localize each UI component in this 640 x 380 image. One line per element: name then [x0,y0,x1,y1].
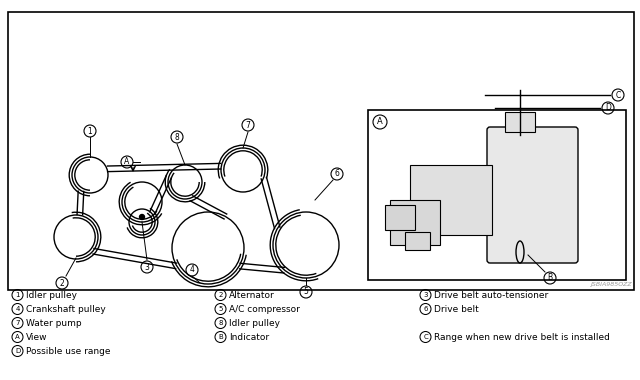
FancyBboxPatch shape [487,127,578,263]
Text: 2: 2 [60,279,65,288]
Text: 4: 4 [15,306,20,312]
Text: Drive belt: Drive belt [434,304,479,313]
Text: 3: 3 [423,292,428,298]
Text: 3: 3 [145,263,149,271]
Text: B: B [547,274,552,282]
Text: Alternator: Alternator [229,290,275,299]
Text: 1: 1 [88,127,92,136]
Text: Crankshaft pulley: Crankshaft pulley [26,304,106,313]
Text: 1: 1 [15,292,20,298]
Text: 6: 6 [335,169,339,179]
Text: D: D [605,103,611,112]
Text: Water pump: Water pump [26,318,82,328]
Text: 2: 2 [218,292,223,298]
FancyBboxPatch shape [405,232,430,250]
Text: Idler pulley: Idler pulley [229,318,280,328]
FancyBboxPatch shape [390,200,440,245]
Text: 5: 5 [303,288,308,296]
Text: 8: 8 [175,133,179,141]
Text: A: A [377,117,383,127]
Text: A/C compressor: A/C compressor [229,304,300,313]
Text: 4: 4 [189,266,195,274]
Text: 7: 7 [15,320,20,326]
Text: 7: 7 [246,120,250,130]
Text: C: C [616,90,621,100]
Circle shape [140,214,145,220]
FancyBboxPatch shape [385,205,415,230]
Text: JSBIA985OZZ: JSBIA985OZZ [590,282,632,287]
Text: 6: 6 [423,306,428,312]
FancyBboxPatch shape [368,110,626,280]
FancyBboxPatch shape [410,165,492,235]
Text: Indicator: Indicator [229,332,269,342]
Text: C: C [423,334,428,340]
Text: 5: 5 [218,306,223,312]
Text: 8: 8 [218,320,223,326]
Text: Idler pulley: Idler pulley [26,290,77,299]
FancyBboxPatch shape [505,112,535,132]
Text: Possible use range: Possible use range [26,347,111,356]
Text: View: View [26,332,47,342]
Text: Range when new drive belt is installed: Range when new drive belt is installed [434,332,610,342]
FancyBboxPatch shape [8,12,634,290]
Text: B: B [218,334,223,340]
Text: Drive belt auto-tensioner: Drive belt auto-tensioner [434,290,548,299]
Text: A: A [15,334,20,340]
Text: D: D [15,348,20,354]
Text: A: A [124,157,130,166]
